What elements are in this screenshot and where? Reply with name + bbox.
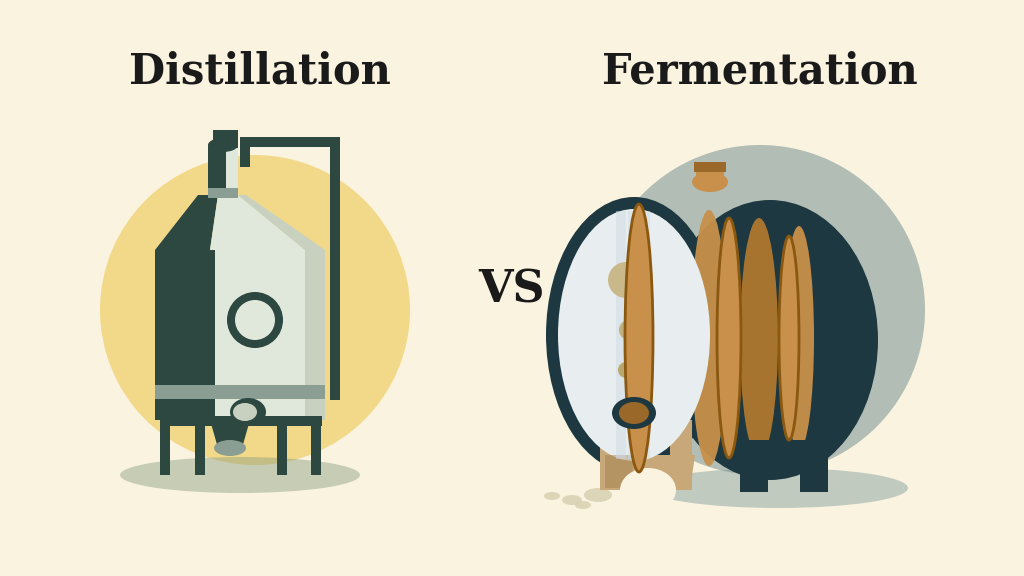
Ellipse shape (625, 204, 653, 472)
Polygon shape (155, 195, 218, 250)
Bar (670, 420, 692, 490)
Polygon shape (605, 455, 635, 488)
Bar (240, 137, 250, 167)
Bar (740, 440, 828, 458)
Bar (240, 137, 340, 147)
Ellipse shape (618, 362, 634, 378)
Ellipse shape (595, 145, 925, 475)
Ellipse shape (662, 200, 878, 480)
Ellipse shape (717, 218, 741, 458)
Bar (694, 162, 726, 172)
Polygon shape (210, 195, 305, 250)
Text: Fermentation: Fermentation (602, 51, 918, 93)
Ellipse shape (691, 210, 727, 466)
Polygon shape (215, 250, 305, 420)
Ellipse shape (227, 292, 283, 348)
Bar (208, 145, 226, 198)
Ellipse shape (100, 155, 410, 465)
Ellipse shape (740, 218, 778, 458)
Ellipse shape (234, 300, 275, 340)
Polygon shape (305, 250, 325, 420)
Ellipse shape (608, 262, 644, 298)
Bar (740, 440, 768, 492)
Bar (278, 420, 287, 475)
Ellipse shape (620, 468, 676, 512)
Bar (696, 168, 724, 186)
Bar (213, 130, 238, 148)
Polygon shape (616, 211, 626, 459)
Polygon shape (210, 420, 250, 448)
Ellipse shape (648, 468, 908, 508)
Bar (195, 420, 205, 475)
Bar (600, 420, 692, 438)
Ellipse shape (584, 488, 612, 502)
Ellipse shape (208, 138, 238, 152)
Bar (208, 188, 238, 198)
Polygon shape (640, 211, 650, 459)
Ellipse shape (230, 398, 266, 426)
Ellipse shape (692, 172, 728, 192)
Bar (155, 385, 325, 399)
Ellipse shape (120, 457, 360, 493)
Ellipse shape (575, 501, 591, 509)
Bar (311, 420, 321, 475)
Ellipse shape (233, 403, 257, 421)
Ellipse shape (618, 402, 649, 424)
Polygon shape (600, 455, 695, 490)
Ellipse shape (214, 440, 246, 456)
Bar (330, 137, 340, 400)
Bar (160, 420, 170, 475)
Ellipse shape (546, 197, 722, 473)
Bar (800, 440, 828, 492)
Bar (226, 145, 238, 198)
Ellipse shape (558, 209, 710, 461)
Ellipse shape (618, 320, 639, 340)
Polygon shape (238, 195, 325, 250)
Bar (600, 420, 622, 490)
Ellipse shape (544, 492, 560, 500)
Ellipse shape (562, 495, 582, 505)
Ellipse shape (784, 226, 814, 450)
Bar (160, 416, 322, 426)
Ellipse shape (612, 397, 656, 429)
Polygon shape (155, 250, 215, 420)
Ellipse shape (779, 236, 799, 440)
Text: Distillation: Distillation (129, 51, 391, 93)
Polygon shape (628, 211, 638, 459)
Text: VS: VS (479, 268, 545, 312)
